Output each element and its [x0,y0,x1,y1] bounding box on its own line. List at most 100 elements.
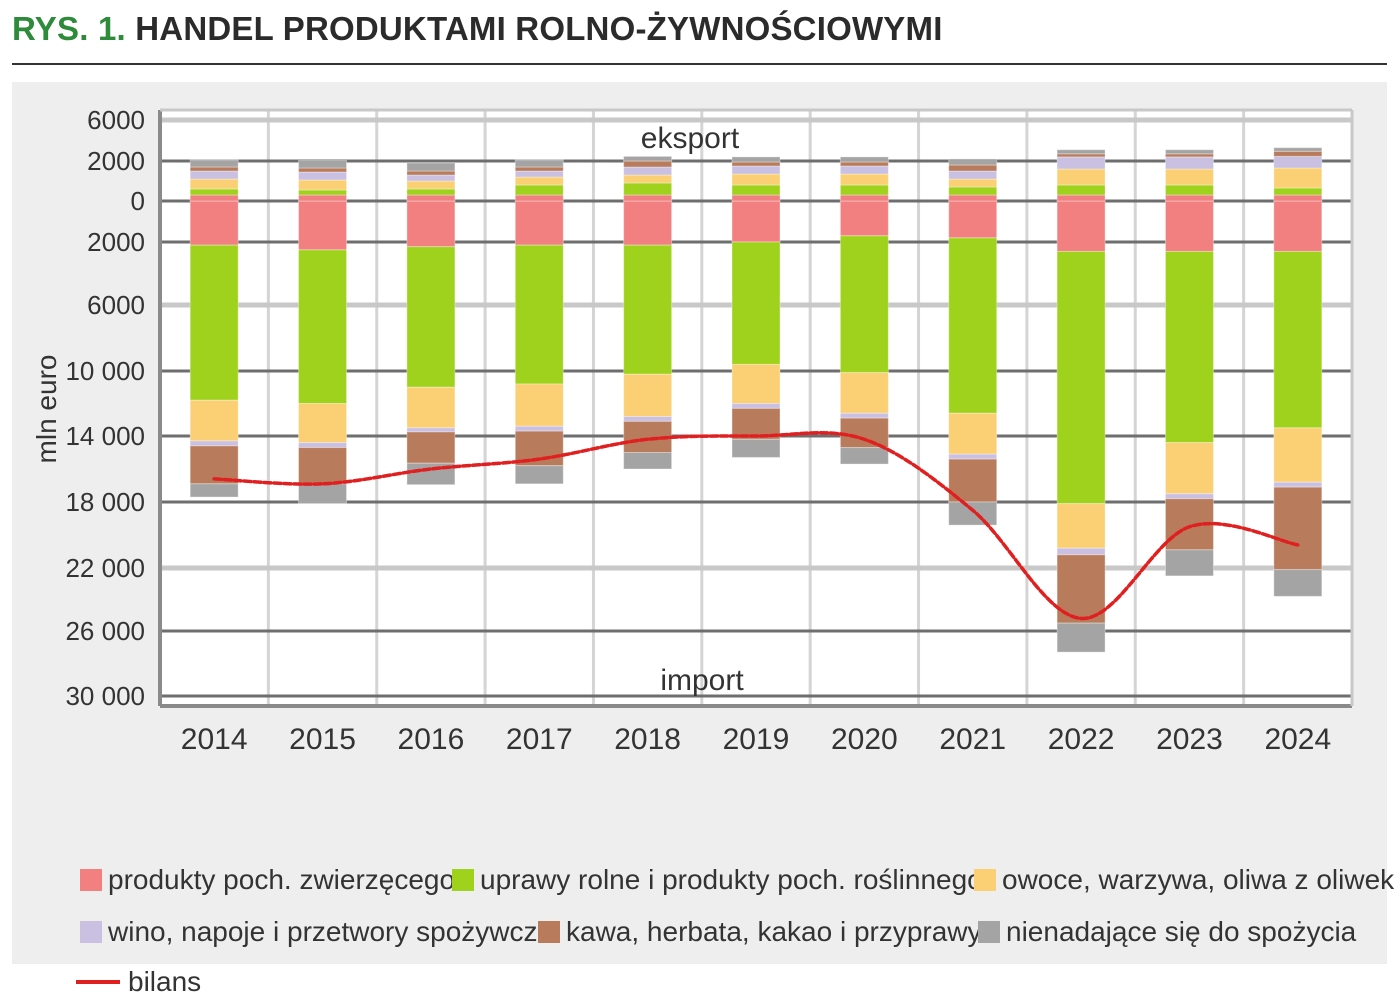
legend-item-fruit: owoce, warzywa, oliwa z oliwek [974,864,1394,896]
bar-export-animal [407,195,455,201]
bar-import-crops [1165,251,1213,442]
bar-export-animal [515,195,563,201]
bar-import-animal [1057,201,1105,251]
bar-import-wine [407,428,455,432]
bar-import-nonfood [624,453,672,470]
bar-export-wine [949,171,997,179]
legend-swatch-fruit [974,869,996,891]
bar-export-nonfood [299,160,347,168]
bar-export-wine [624,167,672,175]
bar-export-fruit [949,179,997,187]
legend-label-balance: bilans [128,966,201,998]
annotation-import: import [660,664,744,697]
bar-import-coffee [407,432,455,463]
bar-import-wine [840,413,888,418]
bar-export-nonfood [407,163,455,171]
bar-export-animal [840,195,888,201]
bar-import-wine [299,443,347,448]
bar-import-animal [1165,201,1213,251]
x-tick-label: 2018 [614,723,681,756]
legend-swatch-wine [80,921,102,943]
bar-import-fruit [1274,428,1322,482]
legend-line-balance [76,980,120,984]
legend-label-wine: wino, napoje i przetwory spożywcze [108,916,553,948]
bar-export-crops [624,183,672,195]
bar-import-animal [1274,201,1322,251]
legend-label-crops: uprawy rolne i produkty poch. roślinnego [480,864,983,896]
bar-export-fruit [1057,169,1105,185]
bar-import-crops [299,250,347,404]
bar-export-crops [1057,185,1105,195]
bar-import-crops [515,245,563,384]
bar-import-crops [407,247,455,388]
legend-label-animal: produkty poch. zwierzęcego [108,864,455,896]
bar-import-animal [840,201,888,236]
bar-export-wine [732,166,780,174]
y-tick-label: 18 000 [65,487,145,517]
bar-export-animal [949,195,997,201]
bar-export-wine [1165,157,1213,169]
bar-export-crops [840,185,888,195]
bar-export-animal [732,195,780,201]
bar-export-crops [407,189,455,195]
bar-export-crops [732,185,780,195]
legend-label-coffee: kawa, herbata, kakao i przyprawy [566,916,982,948]
bar-import-nonfood [299,484,347,504]
bar-export-animal [190,195,238,201]
bar-export-nonfood [949,159,997,165]
bar-export-coffee [515,167,563,171]
bar-import-nonfood [732,439,780,457]
bar-import-fruit [840,373,888,414]
x-tick-label: 2015 [289,723,356,756]
bar-import-wine [1057,548,1105,555]
title-rule [12,63,1387,65]
legend-item-balance: bilans [76,966,201,998]
x-tick-label: 2021 [939,723,1006,756]
bar-export-nonfood [1274,148,1322,152]
bar-export-fruit [515,177,563,185]
x-tick-label: 2024 [1264,723,1331,756]
bar-export-nonfood [190,160,238,167]
y-tick-label: 30 000 [65,681,145,711]
bar-export-animal [1165,195,1213,201]
y-tick-label: 0 [131,186,145,216]
bar-import-crops [624,245,672,374]
bar-import-animal [732,201,780,242]
bar-import-animal [624,201,672,245]
bar-export-fruit [732,174,780,185]
legend-label-nonfood: nienadające się do spożycia [1006,916,1356,948]
bar-import-crops [1057,251,1105,503]
bar-export-fruit [1165,169,1213,185]
bar-import-crops [1274,251,1322,427]
bar-import-wine [1274,482,1322,487]
legend-item-crops: uprawy rolne i produkty poch. roślinnego [452,864,983,896]
bar-import-wine [190,441,238,446]
figure-title-text: HANDEL PRODUKTAMI ROLNO-ŻYWNOŚCIOWYMI [135,10,942,47]
bar-export-crops [1274,188,1322,195]
bar-import-fruit [407,387,455,428]
y-tick-label: 6000 [87,105,145,135]
bar-import-animal [190,201,238,245]
x-tick-label: 2014 [181,723,248,756]
bar-import-crops [732,242,780,364]
bar-export-nonfood [624,156,672,161]
bar-export-nonfood [515,160,563,167]
bar-import-nonfood [190,484,238,497]
bar-import-nonfood [515,466,563,484]
bar-export-fruit [407,181,455,189]
bar-export-wine [515,171,563,177]
bar-export-wine [407,175,455,181]
bar-export-wine [840,166,888,174]
bar-import-coffee [840,418,888,447]
bar-export-wine [1274,156,1322,168]
bar-export-wine [1057,157,1105,169]
y-tick-label: 14 000 [65,421,145,451]
x-tick-label: 2022 [1048,723,1115,756]
bar-import-crops [840,236,888,373]
y-tick-label: 26 000 [65,616,145,646]
bar-export-nonfood [1057,150,1105,154]
bar-export-nonfood [1165,150,1213,154]
bar-export-fruit [1274,168,1322,188]
